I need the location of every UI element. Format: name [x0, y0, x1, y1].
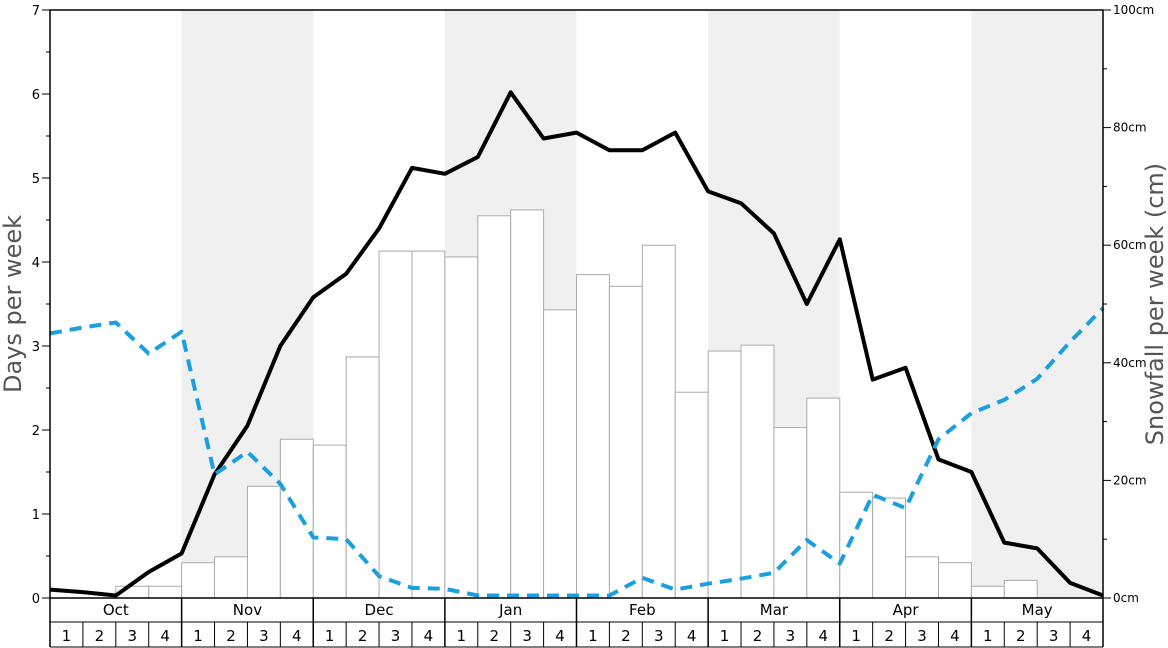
snowfall-bar — [477, 215, 512, 599]
week-label: 4 — [160, 627, 170, 645]
snowfall-bar — [444, 256, 479, 599]
month-label: Oct — [103, 601, 129, 619]
y-tick-label: 4 — [32, 256, 40, 271]
y-tick-label: 6 — [32, 88, 40, 103]
week-label: 1 — [325, 627, 335, 645]
day-lines — [49, 90, 1105, 598]
week-label: 4 — [687, 627, 697, 645]
week-label: 1 — [983, 627, 993, 645]
y-tick-label: 7 — [32, 4, 40, 19]
snowfall-bar — [608, 285, 643, 599]
month-label: Jan — [498, 601, 522, 619]
week-label: 4 — [950, 627, 960, 645]
snowfall-bar — [510, 209, 545, 599]
y2-tick-label: 80cm — [1113, 121, 1147, 135]
y-tick-label: 3 — [32, 340, 40, 355]
snowfall-bar — [148, 585, 183, 599]
week-label: 1 — [588, 627, 598, 645]
snowfall-bar — [707, 350, 742, 599]
week-label: 3 — [127, 627, 137, 645]
x-axis: Oct 1 2 3 4 Nov 1 2 3 4 Dec 1 2 3 4 Jan 1 2 3 4 Feb 1 2 3 4 Mar 1 2… — [49, 598, 1104, 648]
snowfall-bar — [674, 391, 709, 599]
y2-tick-label: 0cm — [1113, 591, 1139, 605]
solid-line — [49, 90, 1104, 598]
snowfall-bar — [312, 444, 347, 599]
week-label: 2 — [489, 627, 499, 645]
month-shade — [971, 10, 1103, 598]
snowfall-bar — [378, 250, 413, 599]
month-label: Dec — [365, 601, 394, 619]
y2-tick-label: 40cm — [1113, 356, 1147, 370]
right-axis: 0cm 20cm 40cm 60cm 80cm 100cm — [1103, 3, 1154, 605]
snowfall-bar — [543, 309, 577, 599]
month-label: Nov — [233, 601, 262, 619]
week-label: 4 — [819, 627, 829, 645]
week-label: 2 — [884, 627, 894, 645]
y-tick-label: 2 — [32, 424, 40, 439]
left-axis: 0 1 2 3 4 5 6 7 — [32, 4, 50, 607]
week-label: 1 — [193, 627, 203, 645]
snowfall-bar — [411, 250, 446, 599]
week-label: 3 — [259, 627, 269, 645]
snowfall-bar — [872, 497, 907, 599]
snowfall-bar — [806, 397, 841, 599]
snowfall-bar — [905, 556, 939, 599]
week-label: 1 — [62, 627, 72, 645]
week-label: 1 — [851, 627, 861, 645]
snowfall-bar — [773, 426, 808, 599]
month-label: May — [1022, 601, 1053, 619]
y-tick-label: 0 — [32, 592, 40, 607]
week-label: 1 — [457, 627, 467, 645]
snowfall-bar — [1003, 579, 1038, 599]
y2-tick-label: 100cm — [1113, 3, 1154, 17]
y-axis-title: Days per week — [0, 215, 27, 393]
snowfall-bar — [641, 244, 676, 599]
week-label: 3 — [1049, 627, 1059, 645]
week-label: 2 — [621, 627, 631, 645]
snowfall-bar — [279, 438, 314, 599]
week-label: 4 — [424, 627, 434, 645]
y2-axis-title: Snowfall per week (cm) — [1141, 163, 1168, 445]
month-label: Mar — [760, 601, 789, 619]
snowfall-bar — [214, 556, 248, 599]
snowfall-bar — [937, 562, 972, 599]
week-label: 4 — [292, 627, 302, 645]
snowfall-bar — [576, 274, 610, 599]
month-label: Feb — [629, 601, 656, 619]
week-label: 2 — [95, 627, 105, 645]
snowfall-bar — [246, 485, 281, 599]
week-label: 1 — [720, 627, 730, 645]
week-label: 3 — [917, 627, 927, 645]
week-label: 4 — [555, 627, 565, 645]
week-label: 2 — [226, 627, 236, 645]
y-tick-label: 1 — [32, 508, 40, 523]
y-tick-label: 5 — [32, 172, 40, 187]
week-label: 3 — [391, 627, 401, 645]
week-label: 3 — [654, 627, 664, 645]
snowfall-bar — [181, 562, 216, 599]
snowfall-bar — [970, 585, 1005, 599]
week-label: 3 — [522, 627, 532, 645]
dashed-line — [49, 306, 1105, 598]
y2-tick-label: 20cm — [1113, 473, 1147, 487]
snowfall-bar — [740, 344, 775, 599]
week-label: 2 — [753, 627, 763, 645]
y2-tick-label: 60cm — [1113, 238, 1147, 252]
week-label: 2 — [1016, 627, 1026, 645]
month-label: Apr — [893, 601, 920, 619]
week-label: 3 — [786, 627, 796, 645]
week-label: 2 — [358, 627, 368, 645]
week-label: 4 — [1082, 627, 1092, 645]
snowfall-bar — [345, 356, 380, 599]
